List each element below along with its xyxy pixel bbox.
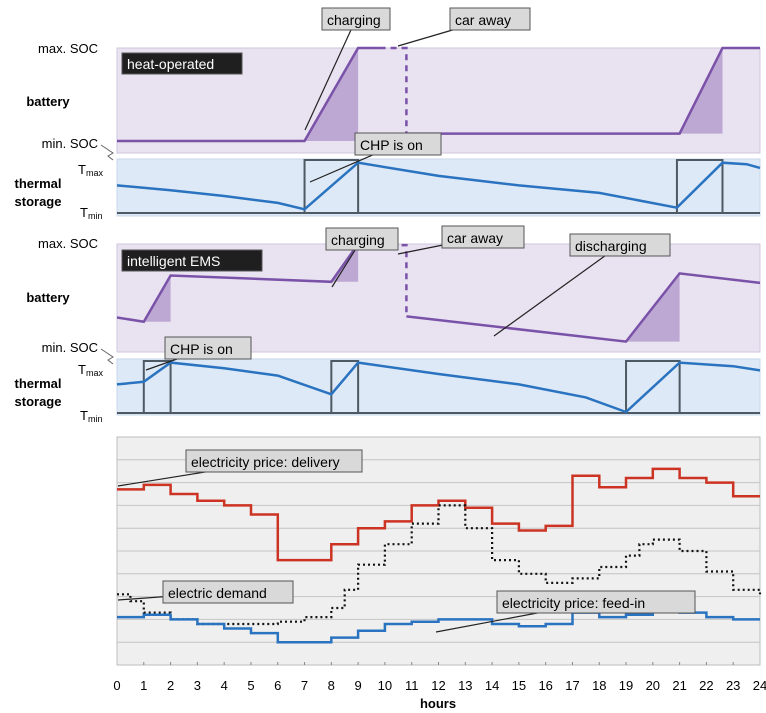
x-tick-label: 19 <box>619 678 633 693</box>
chp-on-pulse <box>625 360 681 413</box>
feed-in-price-label-box <box>496 590 696 614</box>
x-tick-label: 20 <box>646 678 660 693</box>
x-tick-label: 16 <box>538 678 552 693</box>
battery-soc-car-away <box>379 243 408 317</box>
x-tick-label: 2 <box>167 678 174 693</box>
ems-thermal-label: thermal <box>15 376 62 391</box>
battery-soc-line <box>406 272 761 343</box>
chp-callout-1-box <box>354 132 442 156</box>
chp-on-pulse <box>142 360 172 413</box>
x-tick-label: 11 <box>405 678 419 693</box>
ems-battery-label: battery <box>26 290 70 305</box>
chp-callout-2: CHP is on <box>170 341 233 357</box>
ems-storage-label: storage <box>15 394 62 409</box>
battery-soc-line <box>117 46 380 143</box>
charging-callout-1-leader <box>304 18 357 131</box>
x-tick-label: 14 <box>485 678 499 693</box>
chp-on-pulse <box>330 360 360 413</box>
x-tick-label: 24 <box>753 678 766 693</box>
x-tick-label: 4 <box>221 678 228 693</box>
charging-callout-1: charging <box>327 12 381 28</box>
ems-min-soc-label: min. SOC <box>42 340 98 355</box>
heat-storage-label: storage <box>15 194 62 209</box>
x-tick-label: 15 <box>512 678 526 693</box>
heat-soc-bracket <box>100 144 114 161</box>
chp-callout-2-box <box>164 336 252 360</box>
heat-operated-title-box <box>121 52 243 75</box>
delivery-price-label-box <box>185 449 363 473</box>
heat-thermal-background <box>116 158 761 217</box>
x-tick-label: 12 <box>431 678 445 693</box>
annotations: heat-operated charging car away CHP is on in… <box>117 7 696 633</box>
car-away-callout-1-box <box>449 7 531 31</box>
discharging-callout-leader <box>493 244 621 337</box>
charging-callout-2-box <box>325 227 399 251</box>
ems-tmin-label: Tmin <box>80 408 102 424</box>
x-tick-label: 1 <box>140 678 147 693</box>
ems-tmax-label: Tmax <box>78 362 103 378</box>
x-tick-label: 8 <box>328 678 335 693</box>
x-tick-label: 13 <box>458 678 472 693</box>
x-axis-title: hours <box>420 696 456 711</box>
x-tick-label: 9 <box>354 678 361 693</box>
ems-soc-bracket <box>100 348 114 365</box>
car-away-callout-1: car away <box>455 12 511 28</box>
feed-in-price-label: electricity price: feed-in <box>502 595 645 611</box>
series-electric-demand <box>117 504 762 626</box>
charging-callout-2: charging <box>331 232 385 248</box>
x-tick-label: 23 <box>726 678 740 693</box>
heat-battery-label: battery <box>26 94 70 109</box>
x-tick-label: 7 <box>301 678 308 693</box>
x-tick-label: 6 <box>274 678 281 693</box>
x-tick-label: 5 <box>247 678 254 693</box>
delivery-price-label: electricity price: delivery <box>191 454 340 470</box>
electric-demand-label: electric demand <box>168 585 267 601</box>
chp-on-pulse <box>675 159 724 213</box>
x-tick-label: 10 <box>378 678 392 693</box>
heat-min-soc-label: min. SOC <box>42 136 98 151</box>
x-tick-label: 22 <box>699 678 713 693</box>
heat-thermal-label: thermal <box>15 176 62 191</box>
thermal-temperature-line <box>116 361 761 414</box>
heat-max-soc-label: max. SOC <box>38 41 98 56</box>
ems-max-soc-label: max. SOC <box>38 236 98 251</box>
x-tick-label: 17 <box>565 678 579 693</box>
car-away-callout-2-box <box>441 225 525 249</box>
charging-callout-1-box <box>321 7 391 31</box>
x-tick-label: 21 <box>672 678 686 693</box>
x-tick-label: 0 <box>113 678 120 693</box>
intelligent-ems-title-box <box>121 249 263 272</box>
chp-callout-1: CHP is on <box>360 137 423 153</box>
car-away-callout-2: car away <box>447 230 503 246</box>
thermal-temperature-line <box>116 161 761 211</box>
heat-tmin-label: Tmin <box>80 205 102 221</box>
battery-soc-car-away <box>379 46 408 134</box>
heat-tmax-label: Tmax <box>78 162 103 178</box>
x-tick-label: 3 <box>194 678 201 693</box>
discharging-callout-box <box>569 233 671 257</box>
chp-on-pulse <box>303 159 360 213</box>
discharging-callout: discharging <box>575 238 647 254</box>
battery-soc-line <box>406 46 760 135</box>
series-electricity-price-delivery <box>117 467 760 562</box>
intelligent-ems-title: intelligent EMS <box>127 253 220 269</box>
heat-operated-title: heat-operated <box>127 56 214 72</box>
x-tick-label: 18 <box>592 678 606 693</box>
electric-demand-label-box <box>162 580 294 604</box>
